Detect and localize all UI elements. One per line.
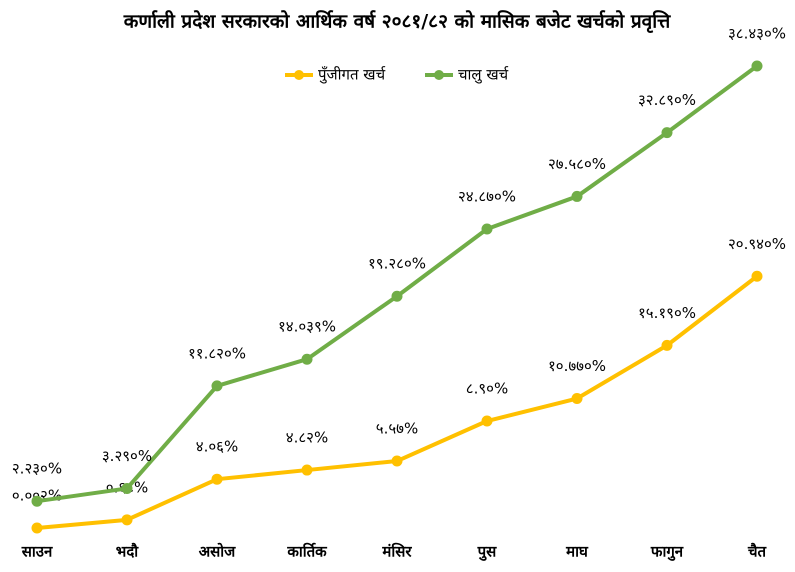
data-label: ३२.८९०% [638, 91, 696, 109]
data-point [751, 60, 763, 72]
data-point [121, 482, 133, 494]
legend-label: पुँजीगत खर्च [318, 66, 386, 85]
legend-marker [434, 70, 444, 80]
data-label: ११.८२०% [188, 344, 246, 362]
data-label: १९.२८०% [368, 255, 426, 273]
x-tick-label: फागुन [650, 543, 684, 562]
data-point [751, 270, 763, 282]
data-label: १४.०३९% [278, 318, 336, 336]
data-label: ३.२९०% [102, 447, 152, 465]
data-label: ३८.४३०% [728, 25, 786, 43]
data-point [571, 393, 583, 405]
data-point [121, 514, 133, 526]
x-tick-label: असोज [199, 543, 236, 561]
x-tick-label: चैत [747, 543, 768, 561]
data-point [301, 353, 313, 365]
data-point [31, 522, 43, 534]
x-tick-label: भदौ [116, 543, 140, 561]
data-point [391, 455, 403, 467]
data-label: २.२३०% [12, 460, 62, 478]
data-label: २०.९४०% [728, 235, 786, 253]
data-point [211, 473, 223, 485]
data-point [571, 190, 583, 202]
data-point [301, 464, 313, 476]
data-label: १०.७७०% [548, 357, 606, 375]
x-tick-label: पुस [477, 543, 498, 562]
data-point [481, 223, 493, 235]
legend-marker [294, 70, 304, 80]
x-tick-label: माघ [565, 543, 589, 561]
x-tick-label: मंसिर [381, 543, 412, 561]
data-point [661, 127, 673, 139]
data-label: ४.८२% [286, 429, 328, 447]
data-point [661, 339, 673, 351]
data-label: ४.०६% [196, 438, 238, 456]
data-label: २७.५८०% [548, 155, 606, 173]
data-point [211, 380, 223, 392]
x-tick-label: साउन [21, 543, 53, 561]
data-label: २४.८७०% [458, 188, 516, 206]
chart-title: कर्णाली प्रदेश सरकारको आर्थिक वर्ष २०८१/… [123, 10, 671, 34]
data-point [481, 415, 493, 427]
data-label: १५.१९०% [638, 304, 696, 322]
data-label: ५.५७% [376, 420, 418, 438]
x-tick-label: कार्तिक [286, 543, 328, 561]
data-point [31, 495, 43, 507]
data-label: ८.९०% [466, 380, 508, 398]
data-point [391, 290, 403, 302]
legend-label: चालु खर्च [458, 66, 509, 85]
